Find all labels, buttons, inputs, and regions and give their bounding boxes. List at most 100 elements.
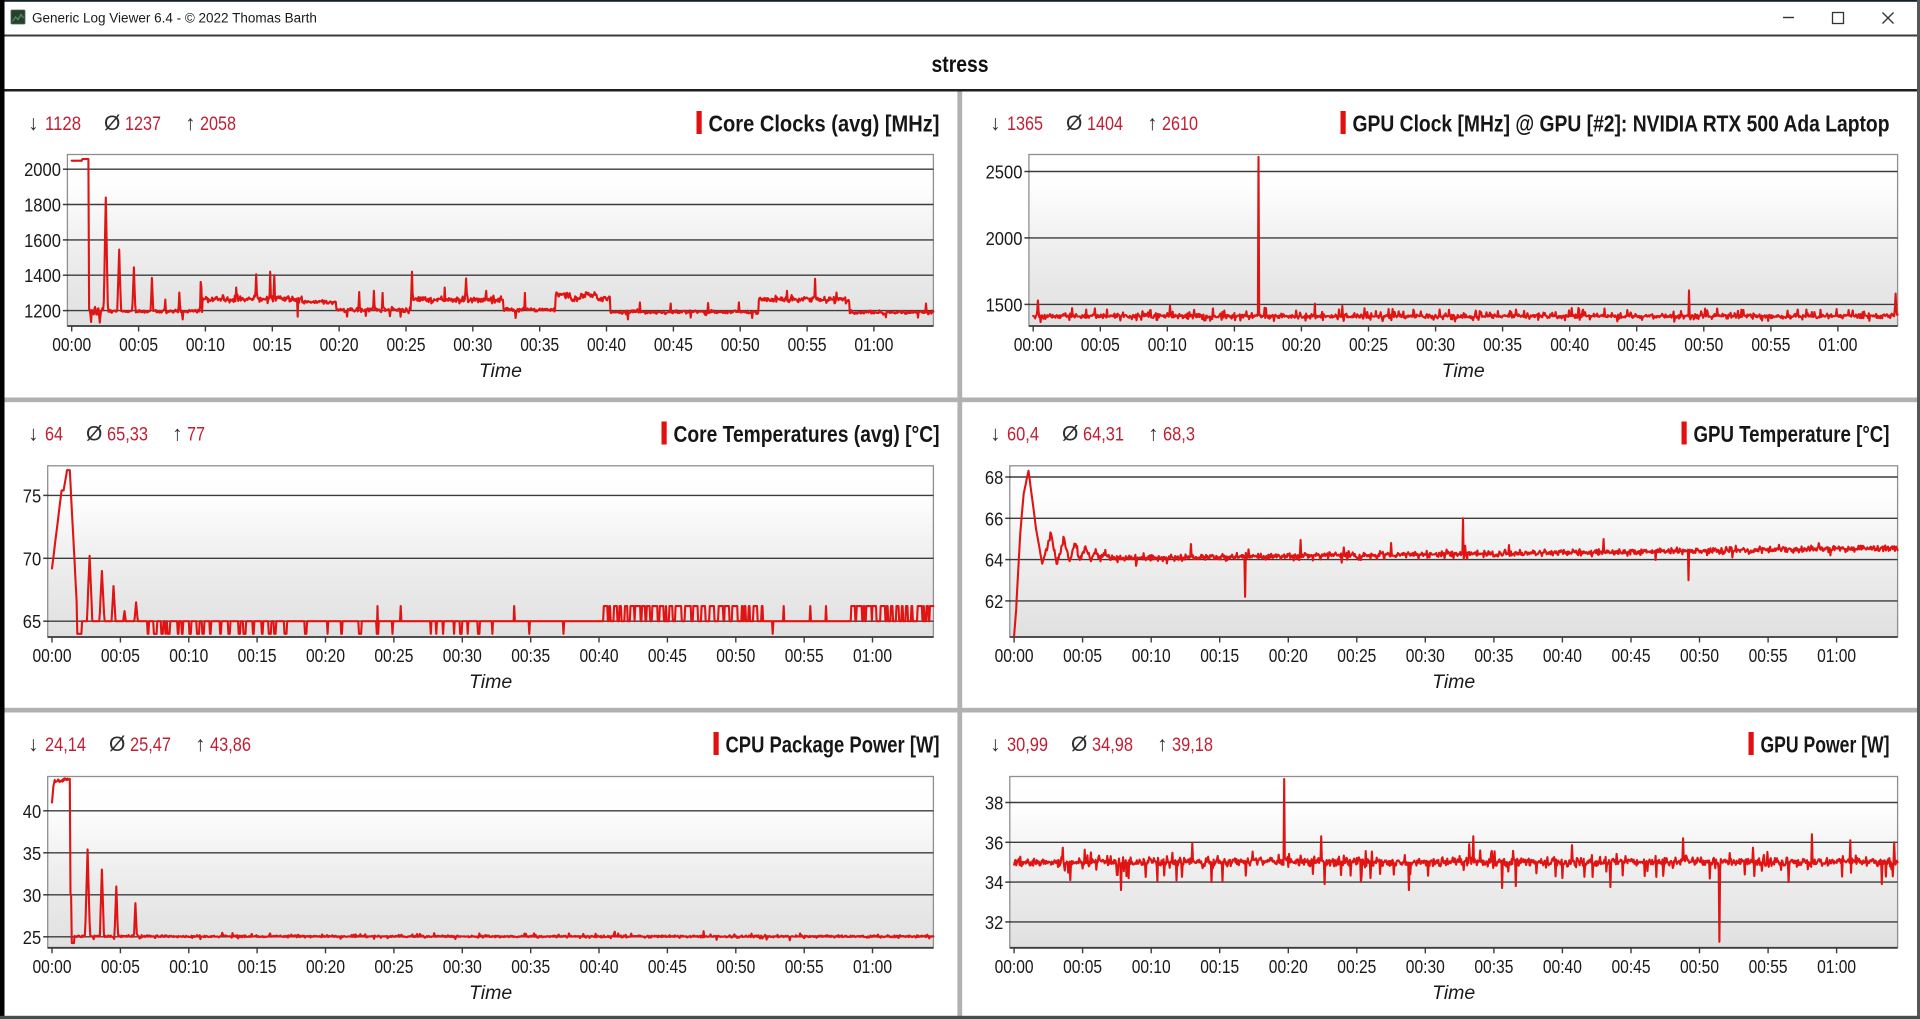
svg-text:↑: ↑ [1147,112,1158,135]
svg-text:00:55: 00:55 [785,645,824,666]
svg-text:00:05: 00:05 [101,956,140,977]
svg-text:2610: 2610 [1162,114,1198,135]
svg-text:00:45: 00:45 [648,645,687,666]
svg-text:1128: 1128 [45,114,81,135]
svg-text:↑: ↑ [195,733,206,756]
svg-text:GPU Power [W]: GPU Power [W] [1761,732,1890,758]
svg-text:1800: 1800 [24,195,61,216]
svg-text:01:00: 01:00 [1817,956,1856,977]
svg-text:00:50: 00:50 [721,334,760,355]
svg-text:38: 38 [985,793,1003,814]
svg-text:40: 40 [23,801,41,822]
svg-text:00:00: 00:00 [33,645,72,666]
svg-text:↑: ↑ [1148,422,1159,445]
svg-text:↓: ↓ [990,733,1001,756]
svg-text:00:55: 00:55 [1751,334,1790,355]
svg-text:00:45: 00:45 [648,956,687,977]
svg-text:↑: ↑ [1157,733,1168,756]
svg-text:00:10: 00:10 [169,956,208,977]
svg-text:01:00: 01:00 [853,645,892,666]
svg-text:1400: 1400 [24,265,61,286]
svg-text:00:40: 00:40 [1543,645,1582,666]
svg-text:34,98: 34,98 [1092,735,1133,756]
svg-text:00:05: 00:05 [101,645,140,666]
svg-text:Time: Time [479,360,522,382]
svg-text:25: 25 [23,927,41,948]
svg-text:43,86: 43,86 [210,735,251,756]
svg-text:2058: 2058 [200,114,236,135]
svg-text:00:30: 00:30 [443,956,482,977]
svg-text:00:00: 00:00 [995,956,1034,977]
svg-text:00:15: 00:15 [1215,334,1254,355]
svg-text:00:25: 00:25 [374,645,413,666]
svg-text:60,4: 60,4 [1007,424,1039,445]
svg-text:1600: 1600 [24,230,61,251]
svg-text:00:35: 00:35 [1483,334,1522,355]
svg-text:00:05: 00:05 [1063,956,1102,977]
svg-text:39,18: 39,18 [1172,735,1213,756]
svg-text:00:50: 00:50 [1684,334,1723,355]
svg-text:Ø: Ø [104,112,120,135]
svg-text:00:25: 00:25 [1337,956,1376,977]
svg-text:00:00: 00:00 [33,956,72,977]
svg-text:1237: 1237 [125,114,161,135]
svg-text:00:20: 00:20 [1269,645,1308,666]
svg-text:Generic Log Viewer 6.4 - © 202: Generic Log Viewer 6.4 - © 2022 Thomas B… [32,11,317,26]
svg-text:Time: Time [1432,982,1475,1004]
svg-text:00:25: 00:25 [374,956,413,977]
svg-text:00:40: 00:40 [580,956,619,977]
svg-text:1500: 1500 [986,294,1023,315]
svg-text:00:10: 00:10 [169,645,208,666]
svg-text:24,14: 24,14 [45,735,86,756]
svg-text:00:30: 00:30 [453,334,492,355]
svg-text:↓: ↓ [990,422,1001,445]
svg-text:36: 36 [985,832,1003,853]
svg-text:00:25: 00:25 [1337,645,1376,666]
svg-text:00:10: 00:10 [1148,334,1187,355]
svg-text:01:00: 01:00 [853,956,892,977]
svg-text:2000: 2000 [24,159,61,180]
svg-text:00:35: 00:35 [1474,645,1513,666]
svg-text:70: 70 [23,548,41,569]
svg-text:Time: Time [1432,671,1475,693]
svg-text:00:00: 00:00 [995,645,1034,666]
svg-text:65: 65 [23,611,41,632]
svg-text:00:10: 00:10 [1132,956,1171,977]
svg-text:↑: ↑ [172,422,183,445]
svg-text:00:55: 00:55 [785,956,824,977]
svg-text:1200: 1200 [24,301,61,322]
svg-text:66: 66 [985,508,1003,529]
svg-text:00:20: 00:20 [1269,956,1308,977]
svg-text:Time: Time [469,982,512,1004]
svg-text:62: 62 [985,591,1003,612]
svg-text:00:05: 00:05 [1081,334,1120,355]
svg-text:00:40: 00:40 [1550,334,1589,355]
svg-text:Core Clocks (avg) [MHz]: Core Clocks (avg) [MHz] [709,111,940,137]
svg-text:00:50: 00:50 [1680,956,1719,977]
svg-text:00:30: 00:30 [1406,956,1445,977]
svg-text:2000: 2000 [986,228,1023,249]
svg-text:00:40: 00:40 [587,334,626,355]
svg-text:00:55: 00:55 [1749,645,1788,666]
svg-text:00:25: 00:25 [1349,334,1388,355]
svg-text:00:50: 00:50 [716,645,755,666]
svg-text:GPU Temperature [°C]: GPU Temperature [°C] [1694,421,1890,447]
svg-text:GPU Clock [MHz] @ GPU [#2]: NV: GPU Clock [MHz] @ GPU [#2]: NVIDIA RTX 5… [1353,111,1890,137]
svg-text:00:20: 00:20 [1282,334,1321,355]
svg-text:Core Temperatures (avg) [°C]: Core Temperatures (avg) [°C] [674,421,940,447]
svg-text:77: 77 [187,424,205,445]
svg-text:1404: 1404 [1087,114,1123,135]
svg-text:00:50: 00:50 [1680,645,1719,666]
svg-text:00:15: 00:15 [1200,956,1239,977]
svg-text:Ø: Ø [86,422,102,445]
svg-text:64: 64 [985,550,1003,571]
svg-text:75: 75 [23,485,41,506]
svg-text:↓: ↓ [28,733,39,756]
svg-text:35: 35 [23,843,41,864]
svg-text:00:15: 00:15 [253,334,292,355]
svg-text:00:45: 00:45 [1612,956,1651,977]
svg-text:01:00: 01:00 [1817,645,1856,666]
svg-text:30: 30 [23,885,41,906]
svg-text:00:30: 00:30 [1416,334,1455,355]
svg-text:68,3: 68,3 [1163,424,1195,445]
